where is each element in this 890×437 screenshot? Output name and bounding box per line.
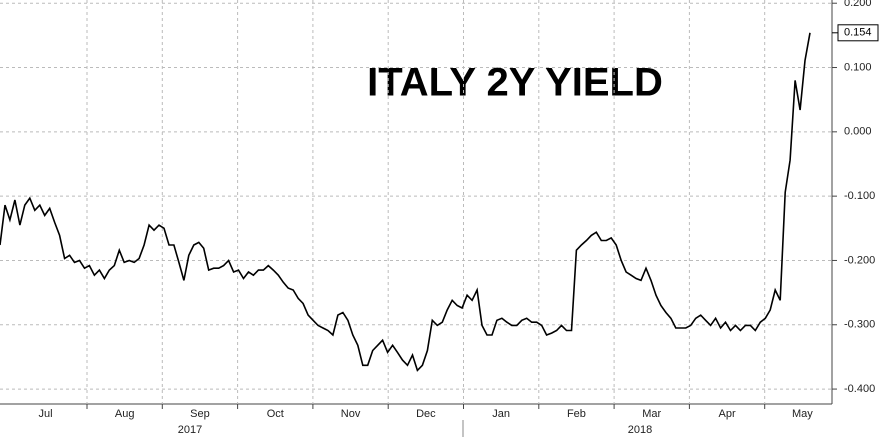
x-tick-label: Aug	[115, 408, 135, 420]
x-tick-label: Feb	[567, 408, 586, 420]
y-tick-label: -0.100	[844, 190, 875, 202]
y-tick-label: -0.200	[844, 254, 875, 266]
line-series	[0, 32, 811, 372]
last-value-label: 0.154	[844, 27, 872, 39]
x-tick-label: Oct	[267, 408, 284, 420]
x-tick-label: Apr	[718, 408, 735, 420]
y-tick-label: 0.000	[844, 126, 872, 138]
x-tick-label: Jan	[492, 408, 510, 420]
last-value-box	[837, 24, 879, 42]
x-tick-label: Sep	[190, 408, 210, 420]
y-tick-label: 0.100	[844, 61, 872, 73]
year-label: 2018	[628, 424, 652, 436]
y-tick-label: -0.300	[844, 319, 875, 331]
x-tick-label: Jul	[38, 408, 52, 420]
x-tick-label: Nov	[341, 408, 361, 420]
year-label: 2017	[178, 424, 202, 436]
x-tick-label: Dec	[416, 408, 436, 420]
y-tick-label: 0.200	[844, 0, 872, 9]
x-tick-label: Mar	[642, 408, 661, 420]
x-tick-label: May	[792, 408, 813, 420]
y-tick-label: -0.400	[844, 383, 875, 395]
